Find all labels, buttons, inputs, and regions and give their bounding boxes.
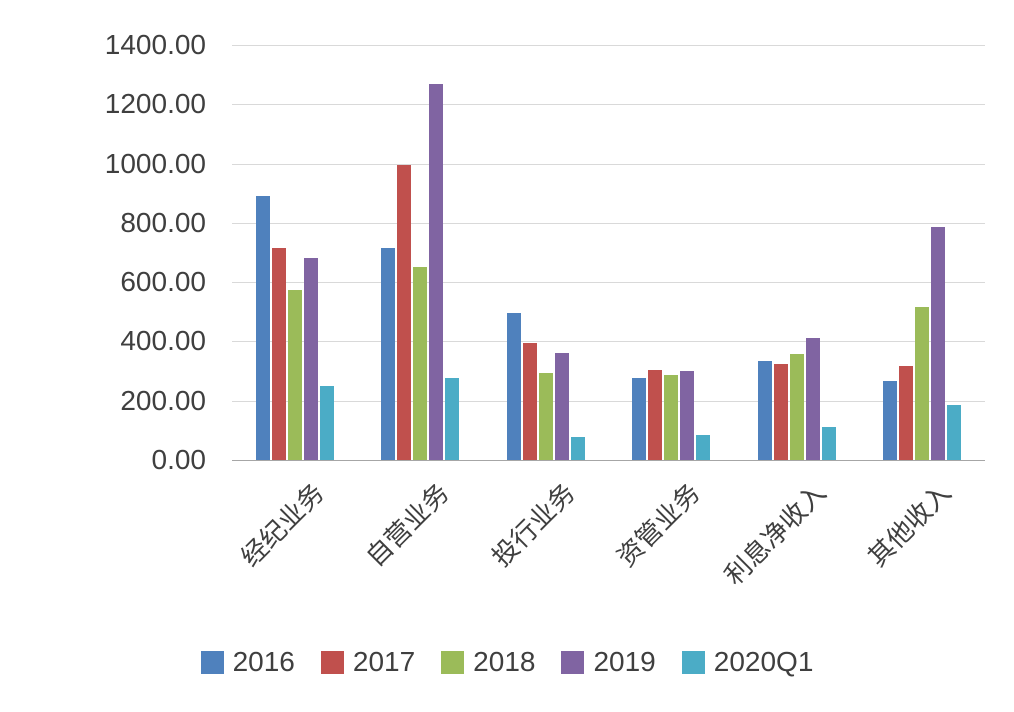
x-category-label: 投行业务 <box>485 477 581 573</box>
y-tick-label: 800.00 <box>120 207 206 238</box>
legend-label: 2019 <box>593 646 656 677</box>
legend-item-2016: 2016 <box>200 646 295 678</box>
legend-item-2017: 2017 <box>320 646 416 678</box>
x-category-label: 资管业务 <box>611 477 706 573</box>
bar-2018 <box>664 374 679 460</box>
legend-label: 2017 <box>352 646 416 677</box>
bar-2016 <box>883 380 898 460</box>
y-tick-label: 1000.00 <box>104 148 206 179</box>
bar-2018 <box>287 289 302 460</box>
legend-swatch-icon <box>200 650 224 674</box>
bar-2017 <box>522 342 537 460</box>
legend-item-2018: 2018 <box>441 646 535 678</box>
bar-2019 <box>303 258 318 460</box>
legend-swatch-icon <box>561 650 585 674</box>
bar-2017 <box>271 248 286 460</box>
gridline <box>232 104 985 105</box>
y-tick-label: 200.00 <box>120 385 206 416</box>
x-category-label: 经纪业务 <box>234 477 330 573</box>
legend-label: 2018 <box>473 646 536 677</box>
y-tick-label: 600.00 <box>120 266 206 297</box>
gridline <box>232 401 985 402</box>
bar-2020Q1 <box>319 385 334 460</box>
x-category-label: 其他收入 <box>862 477 957 573</box>
bar-2018 <box>915 307 930 460</box>
bar-2016 <box>255 196 270 460</box>
y-tick-label: 1400.00 <box>104 29 206 60</box>
gridline <box>232 45 985 46</box>
bar-2020Q1 <box>947 405 962 460</box>
x-category-label: 利息净收入 <box>718 477 832 591</box>
gridline <box>232 341 985 342</box>
bar-2020Q1 <box>821 426 836 460</box>
bar-group <box>609 45 735 460</box>
legend-swatch-icon <box>681 650 705 674</box>
bar-2017 <box>899 365 914 460</box>
y-tick-label: 0.00 <box>151 444 207 475</box>
legend-item-2019: 2019 <box>561 646 656 678</box>
bar-2018 <box>789 354 804 460</box>
bar-group <box>232 45 358 460</box>
legend: 2016 2017 2018 2019 2020Q1 <box>0 642 1014 682</box>
bar-2016 <box>381 248 396 460</box>
legend-label: 2016 <box>232 646 295 677</box>
bar-group <box>358 45 484 460</box>
bar-2016 <box>632 378 647 460</box>
bar-2020Q1 <box>696 434 711 460</box>
bar-2019 <box>429 83 444 460</box>
legend-swatch-icon <box>320 650 344 674</box>
bar-2018 <box>413 267 428 460</box>
bar-2018 <box>538 372 553 460</box>
bar-2019 <box>554 353 569 460</box>
bar-group <box>860 45 986 460</box>
bar-2019 <box>680 371 695 460</box>
bar-2019 <box>931 227 946 460</box>
bar-2016 <box>757 360 772 460</box>
bar-group <box>734 45 860 460</box>
bar-2019 <box>805 338 820 460</box>
gridline <box>232 164 985 165</box>
legend-swatch-icon <box>441 650 465 674</box>
x-category-label: 自营业务 <box>360 477 455 573</box>
bar-2020Q1 <box>570 436 585 460</box>
bar-2017 <box>773 364 788 460</box>
legend-item-2020Q1: 2020Q1 <box>681 646 814 678</box>
bar-2020Q1 <box>445 378 460 460</box>
bar-group <box>483 45 609 460</box>
bar-2017 <box>397 165 412 460</box>
legend-label: 2020Q1 <box>713 646 814 677</box>
y-tick-label: 400.00 <box>120 325 206 356</box>
bar-2016 <box>506 313 521 460</box>
gridline <box>232 223 985 224</box>
x-axis-line <box>232 460 985 461</box>
plot-area <box>232 45 985 460</box>
bar-2017 <box>648 369 663 460</box>
gridline <box>232 282 985 283</box>
y-tick-label: 1200.00 <box>104 88 206 119</box>
